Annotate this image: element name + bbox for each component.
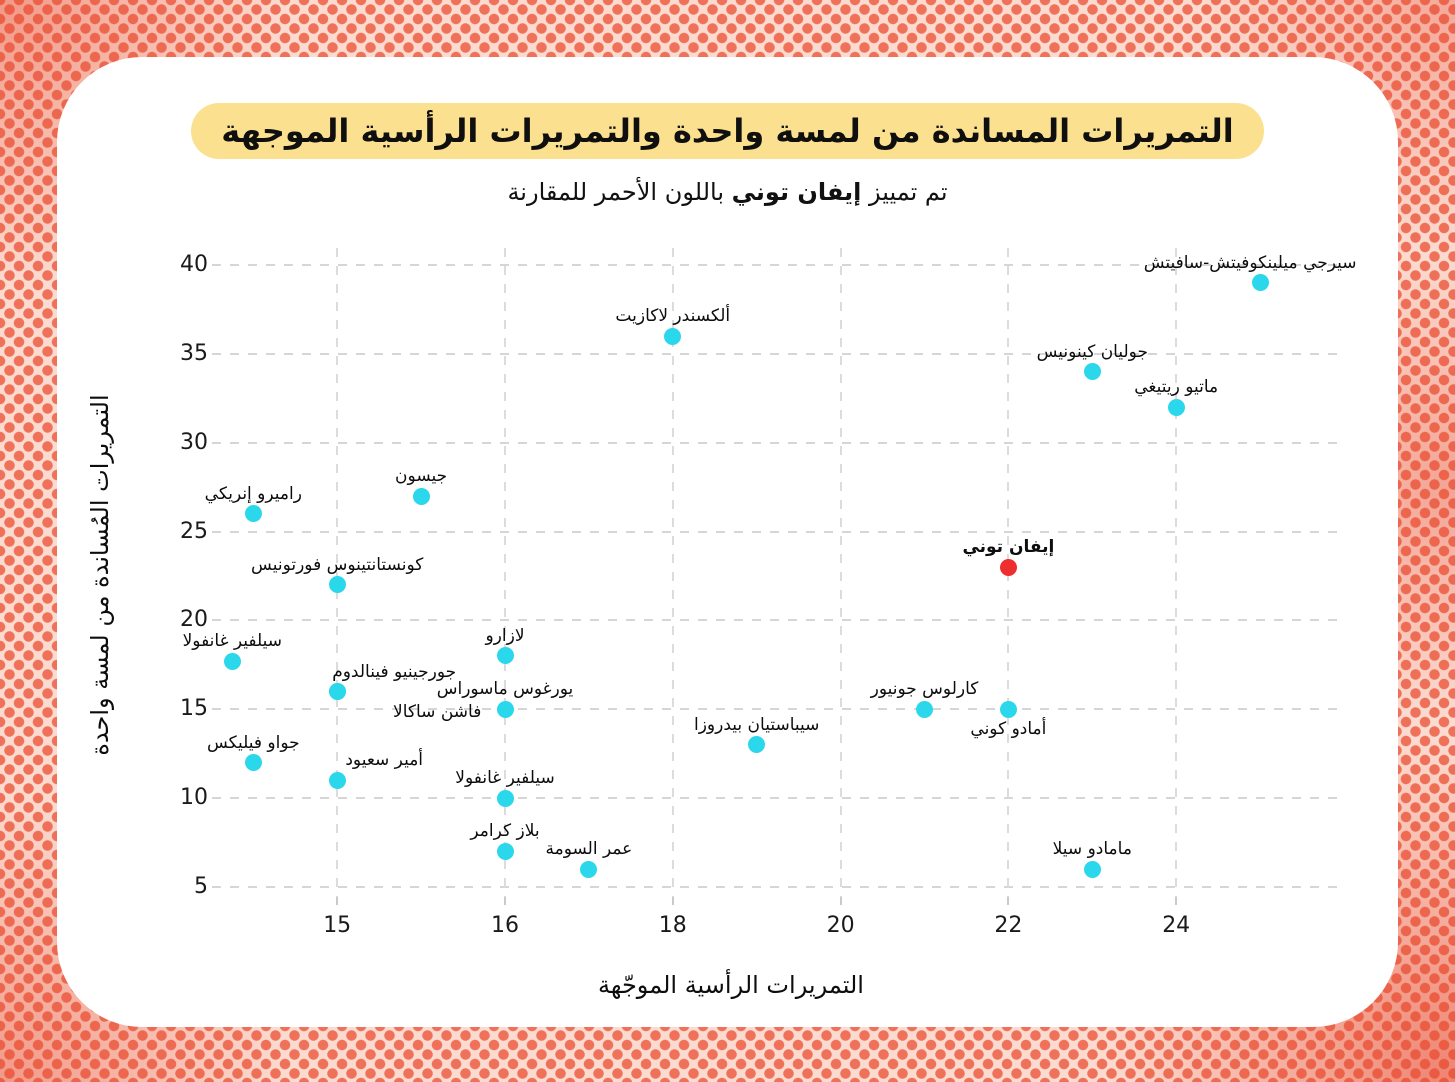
data-point-label: إيفان توني	[962, 537, 1055, 558]
gridline-horizontal	[212, 619, 1345, 622]
data-point	[748, 736, 766, 754]
data-point	[580, 860, 598, 878]
data-point	[244, 505, 262, 523]
y-tick-label: 40	[180, 252, 208, 277]
data-point	[1083, 860, 1101, 878]
gridline-horizontal	[212, 885, 1345, 888]
data-point	[244, 754, 262, 772]
data-point	[496, 700, 514, 718]
data-point-label: ألكسندر لاكازيت	[615, 306, 731, 327]
page-title: التمريرات المساندة من لمسة واحدة والتمري…	[221, 112, 1234, 150]
data-point	[1167, 398, 1185, 416]
x-tick-label: 24	[1162, 913, 1191, 938]
data-point-label: أمير سعيود	[345, 750, 424, 771]
x-tick-label: 16	[491, 913, 519, 938]
x-axis-tick-mark	[839, 897, 842, 905]
x-tick-label: 18	[658, 913, 687, 938]
title-highlight-pill: التمريرات المساندة من لمسة واحدة والتمري…	[191, 103, 1264, 159]
x-axis-tick-mark	[1007, 897, 1010, 905]
data-point-label: فاشن ساكالا	[393, 701, 482, 722]
data-point-label: عمر السومة	[545, 839, 633, 860]
x-axis-tick-mark	[1175, 897, 1178, 905]
y-tick-label: 25	[180, 518, 208, 544]
x-axis-title: التمريرات الرأسية الموجّهة	[598, 971, 864, 999]
data-point	[412, 487, 430, 505]
data-point-label: سيلفير غانفولا	[455, 768, 555, 789]
x-axis-tick-mark	[336, 897, 339, 905]
data-point-label: جورجينيو فينالدوم	[332, 661, 457, 682]
data-point	[664, 327, 682, 345]
data-point-label: لازارو	[485, 625, 525, 646]
y-axis-title: التمريرات المُساندة من لمسة واحدة	[86, 394, 114, 756]
gridline-vertical	[671, 248, 674, 897]
y-tick-label: 15	[180, 696, 208, 722]
data-point-label: سيلفير غانفولا	[182, 631, 283, 652]
y-tick-label: 10	[180, 785, 208, 811]
data-point	[916, 700, 933, 718]
y-tick-label: 5	[194, 873, 208, 899]
x-axis-tick-mark	[671, 897, 674, 905]
gridline-horizontal	[212, 708, 1345, 711]
x-tick-label: 22	[994, 913, 1023, 938]
x-tick-label: 20	[826, 913, 855, 938]
data-point-label: سيباستيان بيدروزا	[693, 714, 820, 735]
gridline-horizontal	[212, 797, 1345, 800]
y-tick-label: 35	[180, 340, 208, 366]
chart-card	[57, 57, 1398, 1027]
data-point	[496, 842, 514, 860]
gridline-vertical	[336, 248, 339, 897]
data-point	[328, 576, 346, 594]
data-point-label: جواو فيليكس	[206, 732, 300, 753]
subtitle-suffix: باللون الأحمر للمقارنة	[507, 178, 732, 206]
data-point-label: يورغوس ماسوراس	[436, 679, 574, 700]
data-point	[496, 647, 514, 665]
subtitle-prefix: تم تمييز	[861, 178, 948, 206]
gridline-vertical	[839, 248, 842, 897]
x-tick-label: 15	[323, 913, 352, 938]
gridline-horizontal	[212, 530, 1345, 533]
gridline-horizontal	[212, 441, 1345, 444]
data-point	[223, 652, 241, 670]
data-point-label: سيرجي ميلينكوفيتش-سافيتش	[1143, 252, 1357, 273]
title-wrap: التمريرات المساندة من لمسة واحدة والتمري…	[0, 103, 1455, 159]
chart-subtitle: تم تمييز إيفان توني باللون الأحمر للمقار…	[0, 178, 1455, 206]
data-point	[496, 789, 514, 807]
data-point-highlighted	[999, 558, 1017, 576]
data-point-label: بلاز كرامر	[470, 821, 540, 842]
data-point	[1083, 363, 1101, 381]
gridline-horizontal	[212, 264, 1345, 266]
data-point-label: جيسون	[395, 466, 448, 487]
data-point-label: أمادو كوني	[970, 719, 1047, 740]
data-point	[328, 771, 346, 789]
data-point-label: كونستانتينوس فورتونيس	[251, 554, 424, 575]
gridline-vertical	[1175, 248, 1178, 897]
data-point-label: ماتيو ريتيغي	[1134, 377, 1219, 398]
data-point-label: راميرو إنريكي	[204, 483, 302, 504]
gridline-vertical	[504, 248, 506, 897]
data-point	[1251, 274, 1269, 292]
x-axis-tick-mark	[504, 897, 506, 905]
data-point	[328, 683, 346, 700]
y-tick-label: 20	[180, 607, 208, 633]
data-point	[999, 700, 1017, 718]
data-point-label: كارلوس جونيور	[870, 679, 979, 700]
subtitle-highlighted-player: إيفان توني	[731, 178, 862, 206]
data-point-label: مامادو سيلا	[1052, 839, 1132, 860]
gridline-horizontal	[212, 352, 1345, 355]
y-tick-label: 30	[180, 429, 208, 455]
data-point-label: جوليان كينونيس	[1036, 341, 1148, 362]
